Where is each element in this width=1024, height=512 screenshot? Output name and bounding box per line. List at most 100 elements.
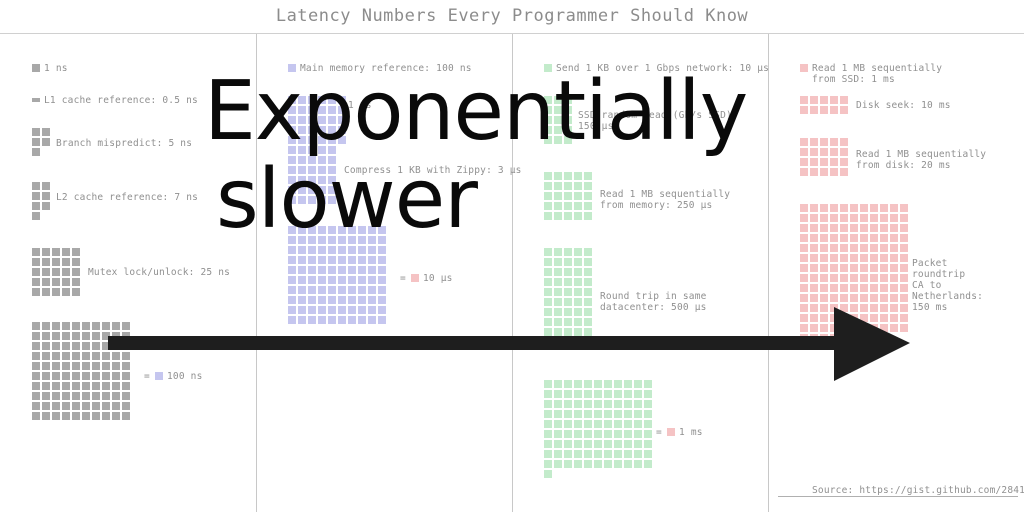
latency-square xyxy=(554,116,562,124)
latency-square xyxy=(870,234,878,242)
latency-square xyxy=(368,296,376,304)
latency-square xyxy=(42,268,50,276)
latency-square xyxy=(328,276,336,284)
latency-square xyxy=(860,284,868,292)
latency-square xyxy=(42,258,50,266)
latency-label: Read 1 MB sequentially from memory: 250 … xyxy=(600,189,731,211)
latency-square xyxy=(574,248,582,256)
latency-square xyxy=(584,288,592,296)
latency-square xyxy=(288,266,296,274)
latency-square xyxy=(318,266,326,274)
latency-square xyxy=(890,304,898,312)
latency-square xyxy=(634,450,642,458)
latency-square xyxy=(42,138,50,146)
latency-square xyxy=(544,390,552,398)
latency-square xyxy=(850,294,858,302)
latency-square xyxy=(72,402,80,410)
latency-square xyxy=(42,288,50,296)
legend-square xyxy=(667,428,675,436)
latency-square xyxy=(328,236,336,244)
latency-square xyxy=(62,258,70,266)
latency-square xyxy=(102,412,110,420)
latency-square xyxy=(870,214,878,222)
latency-square xyxy=(62,268,70,276)
latency-square xyxy=(900,244,908,252)
latency-square xyxy=(554,318,562,326)
latency-square xyxy=(92,372,100,380)
latency-square xyxy=(830,264,838,272)
latency-square xyxy=(800,234,808,242)
latency-square xyxy=(574,212,582,220)
latency-label: Round trip in same datacenter: 500 µs xyxy=(600,291,707,313)
latency-square xyxy=(594,460,602,468)
latency-square xyxy=(32,288,40,296)
latency-square xyxy=(338,126,346,134)
latency-square xyxy=(810,138,818,146)
source-link[interactable]: Source: https://gist.github.com/2841832 xyxy=(812,485,1024,496)
latency-square xyxy=(288,226,296,234)
latency-square xyxy=(870,244,878,252)
latency-square xyxy=(850,284,858,292)
latency-square xyxy=(318,176,326,184)
latency-square xyxy=(900,304,908,312)
latency-square xyxy=(564,430,572,438)
latency-square xyxy=(298,316,306,324)
latency-square xyxy=(368,316,376,324)
latency-square xyxy=(820,224,828,232)
latency-square xyxy=(830,106,838,114)
latency-square xyxy=(564,258,572,266)
latency-square xyxy=(900,264,908,272)
latency-square xyxy=(308,226,316,234)
latency-square xyxy=(594,440,602,448)
latency-square xyxy=(554,192,562,200)
latency-square xyxy=(810,314,818,322)
latency-square xyxy=(102,402,110,410)
latency-square xyxy=(378,236,386,244)
latency-square xyxy=(52,322,60,330)
latency-square xyxy=(122,322,130,330)
latency-square xyxy=(800,284,808,292)
latency-square xyxy=(554,450,562,458)
latency-label: Read 1 MB sequentially from SSD: 1 ms xyxy=(812,63,943,85)
latency-square xyxy=(880,214,888,222)
latency-square xyxy=(820,168,828,176)
latency-square xyxy=(820,244,828,252)
latency-square xyxy=(574,380,582,388)
arrow-head xyxy=(834,307,910,381)
latency-square xyxy=(82,372,90,380)
latency-square xyxy=(810,254,818,262)
latency-square xyxy=(544,410,552,418)
latency-square xyxy=(378,266,386,274)
latency-square xyxy=(594,410,602,418)
latency-square xyxy=(544,430,552,438)
latency-square xyxy=(328,306,336,314)
latency-square xyxy=(574,328,582,336)
latency-square xyxy=(544,328,552,336)
latency-square xyxy=(810,96,818,104)
latency-square xyxy=(900,314,908,322)
latency-square xyxy=(544,192,552,200)
latency-square xyxy=(860,234,868,242)
latency-square xyxy=(72,248,80,256)
latency-square xyxy=(564,248,572,256)
latency-square xyxy=(840,284,848,292)
latency-square xyxy=(800,158,808,166)
latency-square xyxy=(328,256,336,264)
latency-square xyxy=(574,182,582,190)
latency-square xyxy=(544,182,552,190)
latency-square xyxy=(318,96,326,104)
latency-square xyxy=(52,372,60,380)
latency-square xyxy=(82,412,90,420)
latency-square xyxy=(348,246,356,254)
latency-square xyxy=(840,244,848,252)
latency-square xyxy=(624,380,632,388)
latency-square xyxy=(318,116,326,124)
latency-square xyxy=(112,392,120,400)
latency-square xyxy=(298,116,306,124)
latency-square xyxy=(544,450,552,458)
latency-square xyxy=(544,126,552,134)
latency-square xyxy=(32,148,40,156)
latency-square xyxy=(62,362,70,370)
latency-square xyxy=(288,136,296,144)
latency-square xyxy=(554,258,562,266)
